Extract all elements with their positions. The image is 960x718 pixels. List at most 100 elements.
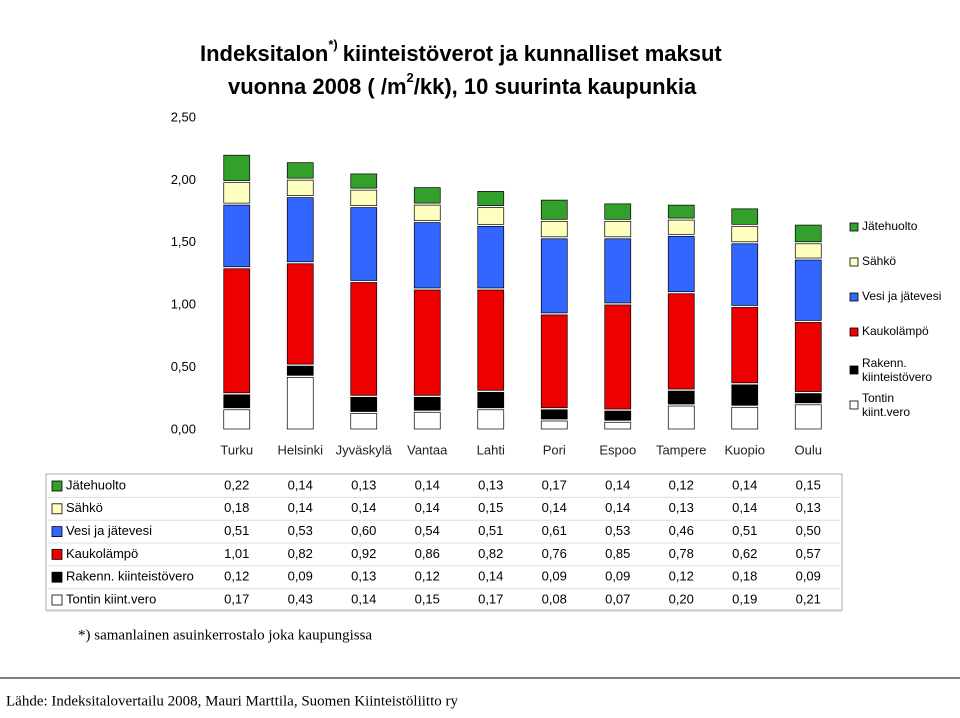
- bar-segment: [731, 406, 759, 430]
- table-swatch: [51, 480, 63, 492]
- bar-segment: [794, 393, 822, 404]
- table-row-label: Rakenn. kiinteistövero: [66, 569, 194, 584]
- bar-segment: [413, 396, 441, 411]
- x-tick-label: Kuopio: [725, 442, 765, 457]
- bar-segment: [794, 322, 822, 392]
- legend-label-part: Tontin: [862, 391, 894, 405]
- bar-segment: [350, 396, 378, 412]
- bar-segment: [540, 314, 568, 409]
- bar-segment: [540, 238, 568, 314]
- x-tick-label: Vantaa: [407, 442, 448, 457]
- bar-segment: [413, 289, 441, 396]
- y-tick-label: 1,50: [171, 234, 196, 249]
- table-row-label: Kaukolämpö: [66, 546, 138, 561]
- table-cell: 1,01: [224, 546, 249, 561]
- y-tick-label: 0,00: [171, 421, 196, 436]
- table-cell: 0,82: [288, 546, 313, 561]
- table-cell: 0,15: [478, 500, 503, 515]
- bar-segment: [286, 162, 314, 179]
- footnote: *) samanlainen asuinkerrostalo joka kaup…: [78, 627, 372, 643]
- bar-segment: [223, 182, 251, 204]
- table-cell: 0,17: [224, 591, 249, 606]
- bar-segment: [286, 376, 314, 430]
- bar-segment: [477, 207, 505, 225]
- title-part: kiinteistöverot ja kunnalliset maksut: [343, 41, 723, 66]
- table-cell: 0,53: [288, 523, 313, 538]
- bar-segment: [667, 390, 695, 405]
- bar-segment: [731, 384, 759, 406]
- table-cell: 0,09: [796, 569, 821, 584]
- x-tick-label: Lahti: [477, 442, 505, 457]
- table-cell: 0,07: [605, 591, 630, 606]
- x-tick-label: Tampere: [656, 442, 707, 457]
- x-tick-label: Oulu: [795, 442, 822, 457]
- table-row-label: Tontin kiint.vero: [66, 591, 156, 606]
- table-cell: 0,61: [542, 523, 567, 538]
- bar-segment: [223, 204, 251, 268]
- table-cell: 0,15: [415, 591, 440, 606]
- table-swatch: [51, 594, 63, 606]
- table-swatch: [51, 571, 63, 583]
- legend-swatch: [849, 327, 859, 337]
- table-cell: 0,60: [351, 523, 376, 538]
- table-cell: 0,50: [796, 523, 821, 538]
- legend-label: Kaukolämpö: [862, 324, 929, 338]
- bar-segment: [731, 225, 759, 243]
- legend-label: Rakenn. kiinteistövero: [862, 356, 932, 384]
- title-part: vuonna 2008 ( /m: [228, 74, 407, 99]
- table-cell: 0,22: [224, 477, 249, 492]
- table-cell: 0,08: [542, 591, 567, 606]
- table-cell: 0,15: [796, 477, 821, 492]
- table-swatch: [51, 549, 63, 560]
- table-swatch: [51, 526, 63, 537]
- bar-segment: [223, 409, 251, 430]
- source: Lähde: Indeksitalovertailu 2008, Mauri M…: [6, 693, 458, 709]
- table-cell: 0,14: [351, 591, 376, 606]
- table-cell: 0,09: [605, 569, 630, 584]
- table-cell: 0,14: [351, 500, 376, 515]
- bar-segment: [350, 207, 378, 281]
- bar-segment: [604, 238, 632, 304]
- table-cell: 0,20: [669, 591, 694, 606]
- title-sup: 2: [407, 70, 414, 85]
- table-cell: 0,12: [669, 569, 694, 584]
- bar-segment: [223, 268, 251, 394]
- bar-segment: [731, 208, 759, 225]
- legend-label-part: kiint.vero: [862, 405, 910, 419]
- bar-segment: [413, 204, 441, 221]
- x-tick-label: Jyväskylä: [336, 442, 393, 457]
- title-part: /kk), 10 suurinta kaupunkia: [414, 74, 697, 99]
- bar-segment: [413, 411, 441, 430]
- legend-label-part: Rakenn.: [862, 356, 907, 370]
- table-cell: 0,09: [542, 569, 567, 584]
- table-cell: 0,17: [478, 591, 503, 606]
- legend-swatch: [849, 257, 859, 267]
- table-cell: 0,14: [732, 477, 757, 492]
- bar-segment: [794, 243, 822, 259]
- legend-swatch: [849, 365, 859, 375]
- bar-segment: [223, 154, 251, 181]
- bar-segment: [477, 391, 505, 409]
- bar-segment: [286, 365, 314, 376]
- table-cell: 0,14: [732, 500, 757, 515]
- table-cell: 0,14: [605, 477, 630, 492]
- table-cell: 0,53: [605, 523, 630, 538]
- legend-label: Vesi ja jätevesi: [862, 289, 941, 303]
- bar-segment: [413, 187, 441, 204]
- table-cell: 0,19: [732, 591, 757, 606]
- bar-segment: [667, 293, 695, 390]
- bar-segment: [350, 282, 378, 396]
- bar-segment: [350, 189, 378, 206]
- bar-segment: [667, 235, 695, 293]
- table-cell: 0,57: [796, 546, 821, 561]
- table-cell: 0,17: [542, 477, 567, 492]
- title-part: Indeksitalon: [200, 41, 328, 66]
- legend-label: Tontin kiint.vero: [862, 391, 910, 419]
- table-cell: 0,43: [288, 591, 313, 606]
- bar-segment: [731, 307, 759, 384]
- table-cell: 0,13: [669, 500, 694, 515]
- bar-segment: [286, 197, 314, 263]
- table-cell: 0,09: [288, 569, 313, 584]
- bar-segment: [286, 179, 314, 196]
- x-tick-label: Espoo: [599, 442, 636, 457]
